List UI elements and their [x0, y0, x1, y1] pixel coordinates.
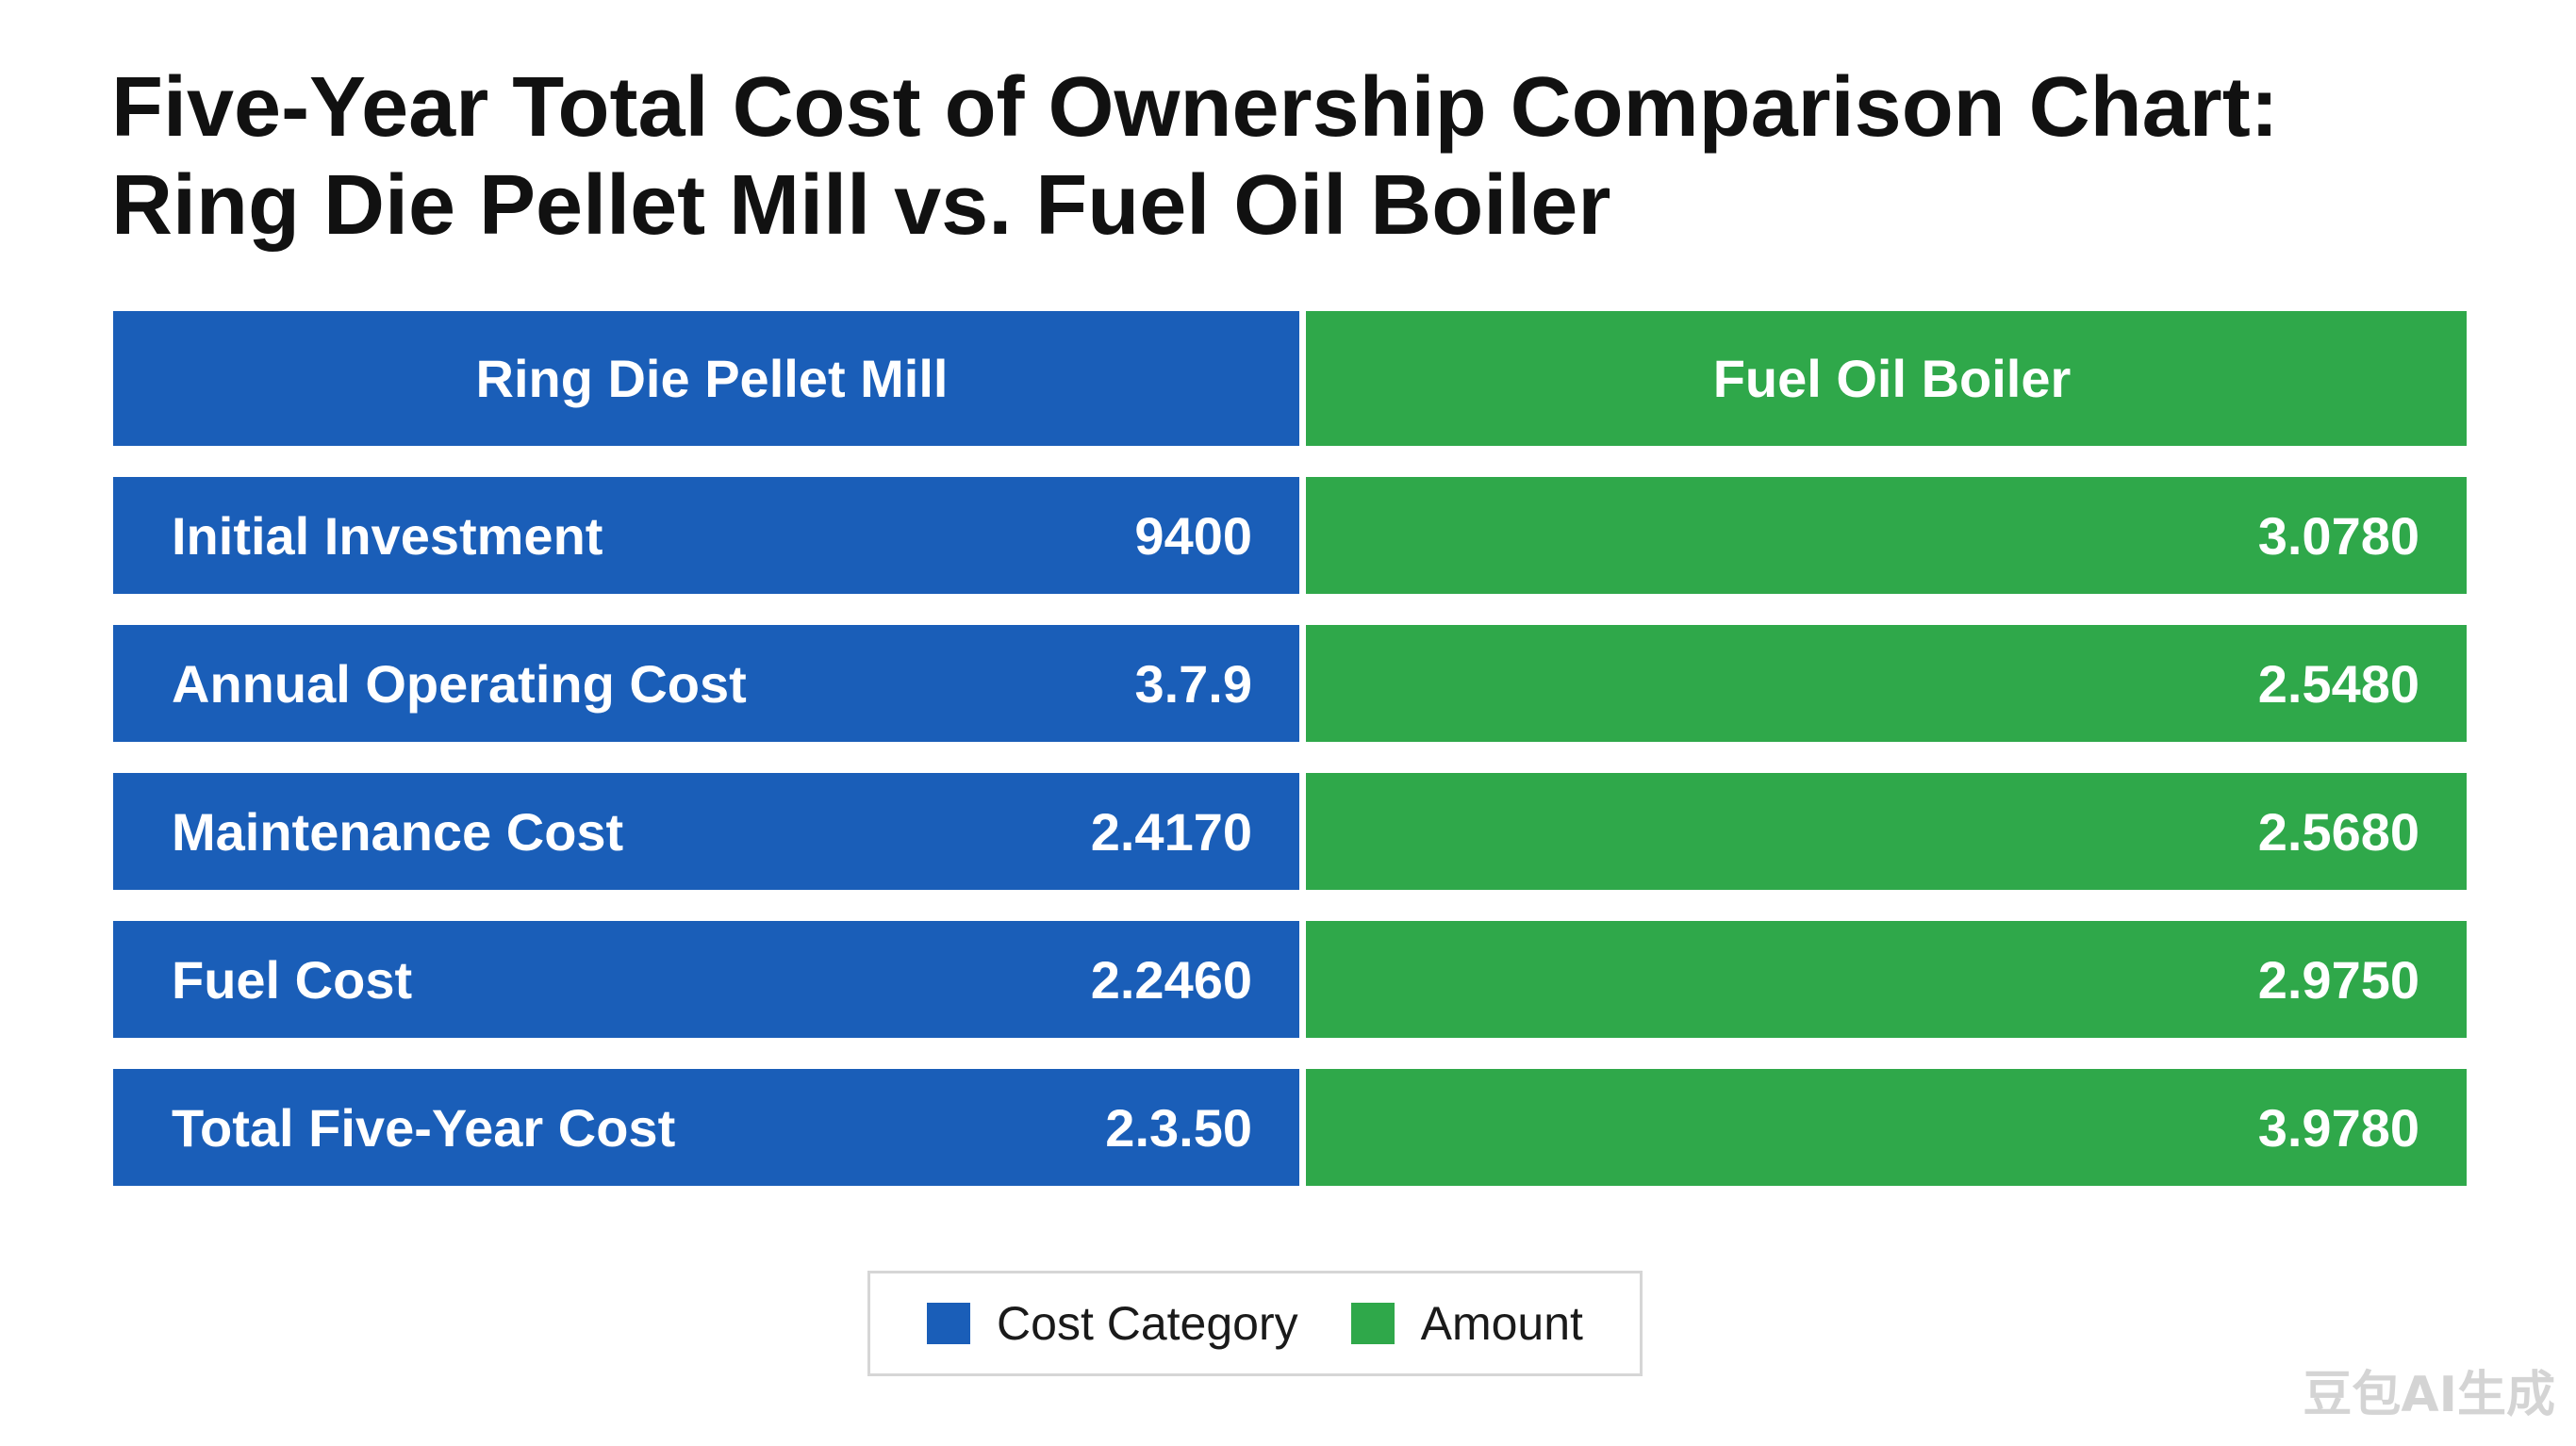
pellet-mill-cell: Initial Investment 9400	[113, 477, 1299, 594]
pellet-mill-value: 2.3.50	[1105, 1097, 1252, 1158]
fuel-oil-boiler-value: 3.9780	[2257, 1097, 2419, 1158]
table-row: Maintenance Cost 2.4170 2.5680	[113, 773, 2467, 890]
pellet-mill-cell: Fuel Cost 2.2460	[113, 921, 1299, 1038]
fuel-oil-boiler-value: 3.0780	[2257, 505, 2419, 566]
legend-label: Cost Category	[997, 1297, 1298, 1350]
table-row: Initial Investment 9400 3.0780	[113, 477, 2467, 594]
fuel-oil-boiler-cell: 3.9780	[1306, 1069, 2467, 1186]
row-category-label: Maintenance Cost	[172, 801, 624, 862]
pellet-mill-value: 2.4170	[1090, 801, 1252, 862]
header-pellet-mill: Ring Die Pellet Mill	[113, 311, 1299, 446]
watermark: 豆包AI生成	[2303, 1367, 2555, 1423]
legend-swatch-blue	[927, 1303, 971, 1344]
pellet-mill-value: 2.2460	[1090, 949, 1252, 1010]
pellet-mill-cell: Total Five-Year Cost 2.3.50	[113, 1069, 1299, 1186]
chart-legend: Cost Category Amount	[867, 1271, 1643, 1376]
fuel-oil-boiler-value: 2.9750	[2257, 949, 2419, 1010]
chart-title: Five-Year Total Cost of Ownership Compar…	[111, 58, 2469, 255]
table-header-row: Ring Die Pellet Mill Fuel Oil Boiler	[113, 311, 2467, 446]
chart-title-line-2: Ring Die Pellet Mill vs. Fuel Oil Boiler	[111, 158, 1611, 253]
cost-comparison-table: Ring Die Pellet Mill Fuel Oil Boiler Ini…	[113, 311, 2467, 1217]
pellet-mill-value: 3.7.9	[1134, 653, 1252, 714]
header-fuel-oil-boiler: Fuel Oil Boiler	[1306, 311, 2467, 446]
chart-title-line-1: Five-Year Total Cost of Ownership Compar…	[111, 60, 2279, 155]
pellet-mill-cell: Maintenance Cost 2.4170	[113, 773, 1299, 890]
fuel-oil-boiler-cell: 2.9750	[1306, 921, 2467, 1038]
table-row: Total Five-Year Cost 2.3.50 3.9780	[113, 1069, 2467, 1186]
pellet-mill-cell: Annual Operating Cost 3.7.9	[113, 625, 1299, 742]
legend-item-amount: Amount	[1350, 1296, 1583, 1351]
table-row: Fuel Cost 2.2460 2.9750	[113, 921, 2467, 1038]
fuel-oil-boiler-value: 2.5480	[2257, 653, 2419, 714]
pellet-mill-value: 9400	[1134, 505, 1252, 566]
row-category-label: Annual Operating Cost	[172, 653, 747, 714]
legend-swatch-green	[1350, 1303, 1395, 1344]
fuel-oil-boiler-cell: 2.5480	[1306, 625, 2467, 742]
fuel-oil-boiler-cell: 3.0780	[1306, 477, 2467, 594]
row-category-label: Initial Investment	[172, 505, 603, 566]
row-category-label: Fuel Cost	[172, 949, 413, 1010]
legend-item-cost-category: Cost Category	[927, 1296, 1298, 1351]
fuel-oil-boiler-value: 2.5680	[2257, 801, 2419, 862]
row-category-label: Total Five-Year Cost	[172, 1097, 676, 1158]
table-row: Annual Operating Cost 3.7.9 2.5480	[113, 625, 2467, 742]
fuel-oil-boiler-cell: 2.5680	[1306, 773, 2467, 890]
legend-label: Amount	[1420, 1297, 1583, 1350]
